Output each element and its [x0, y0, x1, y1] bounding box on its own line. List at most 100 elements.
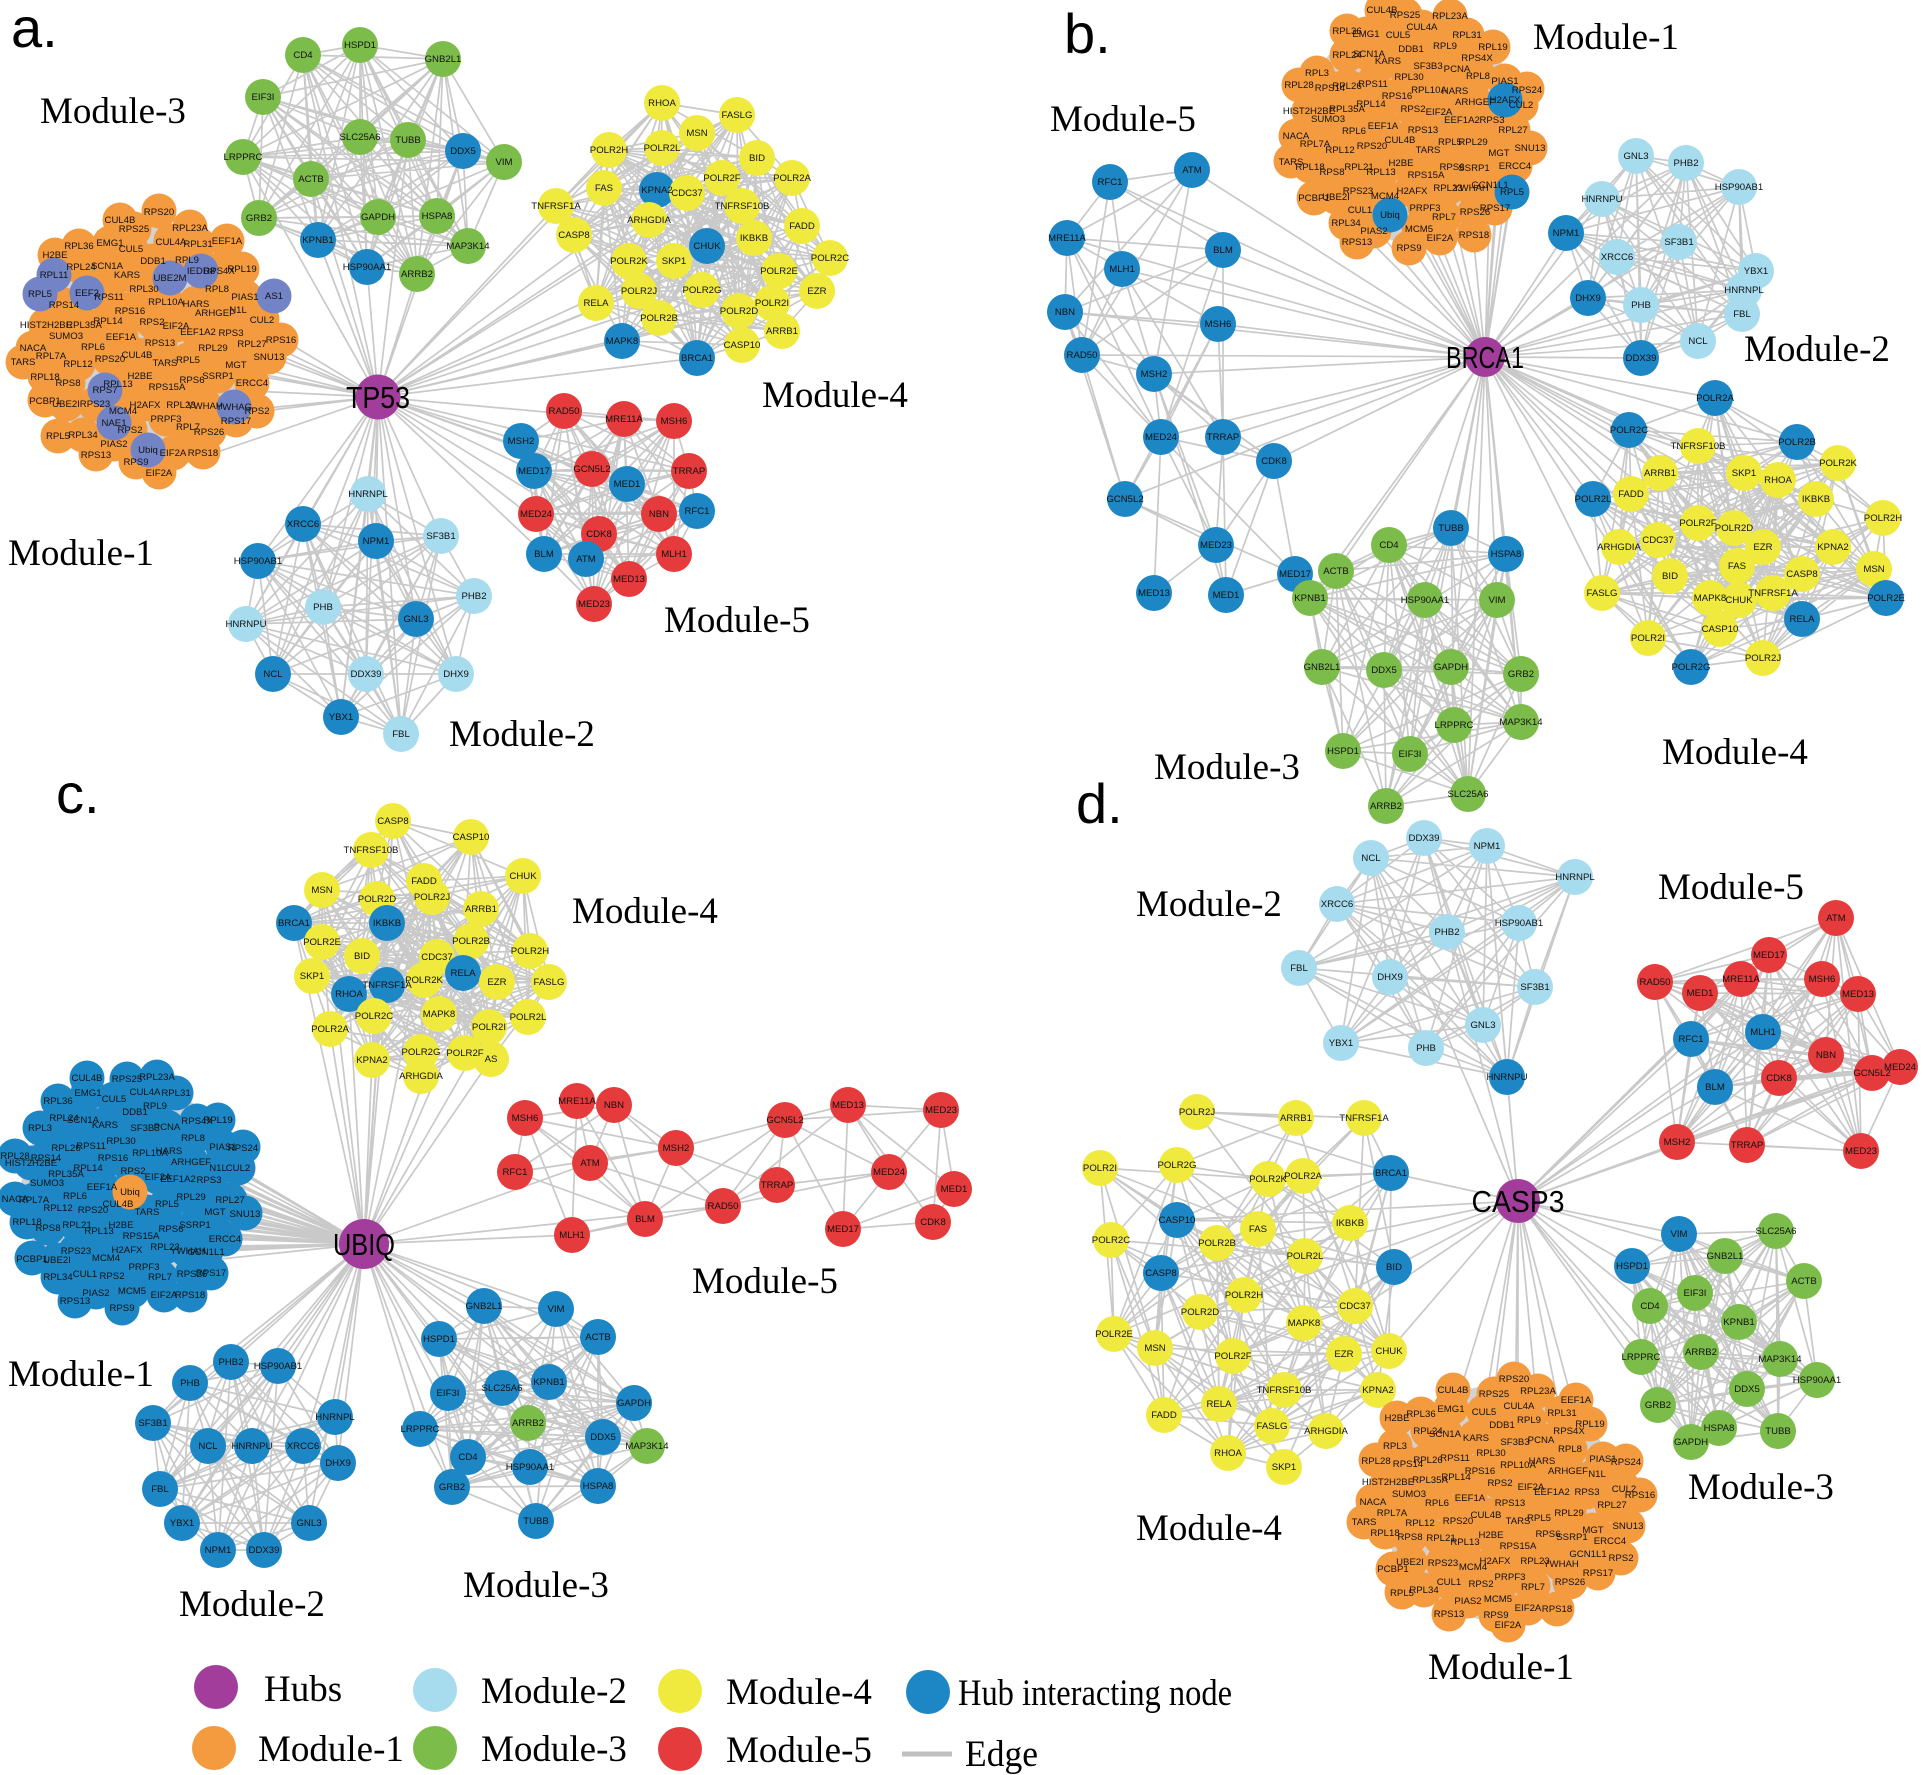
svg-text:ARRB2: ARRB2	[512, 1418, 544, 1429]
svg-text:HARS: HARS	[183, 299, 210, 310]
svg-text:H2BE: H2BE	[1478, 1530, 1503, 1541]
svg-text:GNB2L1: GNB2L1	[425, 54, 462, 65]
svg-text:POLR2F: POLR2F	[1679, 518, 1716, 529]
svg-text:SLC25A6: SLC25A6	[1755, 1226, 1796, 1237]
svg-text:MSH2: MSH2	[1664, 1137, 1691, 1148]
svg-text:YBX1: YBX1	[1329, 1038, 1354, 1049]
svg-text:BLM: BLM	[534, 549, 554, 560]
svg-text:RPS20: RPS20	[1499, 1374, 1529, 1385]
svg-text:ACTB: ACTB	[298, 174, 324, 185]
svg-text:SLC25A6: SLC25A6	[1447, 789, 1488, 800]
svg-text:RPS6: RPS6	[1535, 1529, 1560, 1540]
svg-text:TARS: TARS	[153, 358, 178, 369]
svg-text:MED23: MED23	[578, 599, 610, 610]
svg-text:MAPK8: MAPK8	[1694, 593, 1727, 604]
svg-text:RPL23: RPL23	[1433, 183, 1462, 194]
svg-text:HNRNPU: HNRNPU	[225, 619, 266, 630]
svg-text:PHB2: PHB2	[1434, 927, 1459, 938]
svg-text:RPL5: RPL5	[1438, 137, 1462, 148]
svg-text:ERCC4: ERCC4	[236, 378, 269, 389]
svg-text:YWHAH: YWHAH	[170, 1246, 206, 1257]
svg-text:PIAS1: PIAS1	[231, 292, 258, 303]
svg-text:MED1: MED1	[614, 479, 641, 490]
svg-text:EIF2A: EIF2A	[146, 468, 173, 479]
svg-text:RPL27: RPL27	[237, 339, 266, 350]
svg-text:HNRNPL: HNRNPL	[1724, 285, 1764, 296]
svg-text:RPL21: RPL21	[1344, 162, 1373, 173]
svg-text:MED17: MED17	[1279, 569, 1311, 580]
svg-text:XRCC6: XRCC6	[1601, 252, 1634, 263]
svg-text:DHX9: DHX9	[1575, 293, 1601, 304]
svg-text:CHUK: CHUK	[509, 871, 537, 882]
svg-text:TNFRSF10B: TNFRSF10B	[344, 845, 399, 856]
svg-text:CUL1: CUL1	[1348, 205, 1373, 216]
svg-text:RPS17: RPS17	[1583, 1568, 1613, 1579]
svg-text:RPL8: RPL8	[181, 1133, 205, 1144]
svg-text:POLR2E: POLR2E	[1867, 593, 1905, 604]
svg-text:SF3B1: SF3B1	[426, 531, 455, 542]
svg-text:DDB1: DDB1	[1489, 1420, 1515, 1431]
svg-text:TUBB: TUBB	[523, 1516, 549, 1527]
svg-text:RPL35A: RPL35A	[66, 320, 102, 331]
svg-text:MRE11A: MRE11A	[558, 1096, 596, 1107]
svg-text:RAD50: RAD50	[1067, 350, 1098, 361]
svg-text:ARRB1: ARRB1	[766, 326, 798, 337]
svg-text:CASP8: CASP8	[558, 230, 589, 241]
svg-text:POLR2E: POLR2E	[303, 937, 341, 948]
svg-text:NBN: NBN	[1816, 1050, 1836, 1061]
svg-text:PHB2: PHB2	[1673, 158, 1698, 169]
svg-text:RPS8: RPS8	[55, 378, 80, 389]
svg-text:MLH1: MLH1	[1109, 264, 1135, 275]
svg-text:RPS8: RPS8	[1397, 1532, 1422, 1543]
svg-text:RPS11: RPS11	[1440, 1453, 1470, 1464]
svg-text:LRPPRC: LRPPRC	[224, 152, 263, 163]
svg-text:RPS2: RPS2	[117, 425, 142, 436]
svg-text:RPL7A: RPL7A	[19, 1195, 50, 1206]
svg-text:HSP90AA1: HSP90AA1	[343, 262, 392, 273]
svg-text:d.: d.	[1076, 772, 1123, 835]
svg-text:RPS15A: RPS15A	[1408, 170, 1445, 181]
svg-text:BID: BID	[1386, 1262, 1402, 1273]
svg-text:RPL27: RPL27	[1498, 125, 1527, 136]
svg-text:SUMO3: SUMO3	[49, 331, 83, 342]
svg-text:RELA: RELA	[583, 298, 609, 309]
svg-text:RPL26: RPL26	[51, 1143, 80, 1154]
svg-text:EEF1A2: EEF1A2	[180, 327, 216, 338]
svg-text:HNRNPU: HNRNPU	[1486, 1072, 1527, 1083]
svg-text:GAPDH: GAPDH	[1434, 662, 1468, 673]
svg-text:GRB2: GRB2	[439, 1482, 465, 1493]
svg-text:POLR2L: POLR2L	[510, 1012, 547, 1023]
svg-text:POLR2I: POLR2I	[755, 298, 789, 309]
svg-text:KPNA2: KPNA2	[356, 1055, 387, 1066]
svg-text:MSH6: MSH6	[661, 416, 688, 427]
svg-text:MED23: MED23	[925, 1105, 957, 1116]
svg-text:RPL36: RPL36	[1406, 1409, 1435, 1420]
svg-text:RPS14: RPS14	[49, 300, 80, 311]
svg-text:GNL3: GNL3	[296, 1518, 321, 1529]
svg-text:TNFRSF1A: TNFRSF1A	[1339, 1113, 1389, 1124]
svg-text:PCNA: PCNA	[154, 1122, 181, 1133]
svg-text:MLH1: MLH1	[559, 1230, 585, 1241]
svg-text:RPS4X: RPS4X	[181, 1116, 213, 1127]
svg-text:RPS9: RPS9	[1483, 1610, 1508, 1621]
svg-text:POLR2G: POLR2G	[1158, 1160, 1197, 1171]
svg-text:PIAS1: PIAS1	[1491, 76, 1518, 87]
svg-text:NBN: NBN	[604, 1100, 624, 1111]
svg-text:Module-4: Module-4	[1662, 732, 1808, 773]
svg-text:FAS: FAS	[1728, 561, 1746, 572]
svg-text:PRPF3: PRPF3	[129, 1262, 160, 1273]
svg-text:RAD50: RAD50	[708, 1201, 739, 1212]
svg-text:CUL5: CUL5	[119, 244, 144, 255]
svg-text:RPL18: RPL18	[12, 1217, 41, 1228]
svg-text:PHB: PHB	[180, 1378, 200, 1389]
svg-text:RPL6: RPL6	[81, 342, 105, 353]
svg-text:HSPA8: HSPA8	[583, 1481, 614, 1492]
svg-text:CUL1: CUL1	[1437, 1577, 1462, 1588]
svg-text:RPS11: RPS11	[1358, 79, 1388, 90]
svg-text:EIF2A: EIF2A	[163, 321, 190, 332]
svg-text:RPL23A: RPL23A	[172, 223, 208, 234]
svg-text:RPL19: RPL19	[1478, 42, 1507, 53]
svg-text:FASLG: FASLG	[1257, 1421, 1288, 1432]
svg-text:CASP3: CASP3	[1472, 1184, 1565, 1219]
svg-text:SKP1: SKP1	[1732, 468, 1757, 479]
